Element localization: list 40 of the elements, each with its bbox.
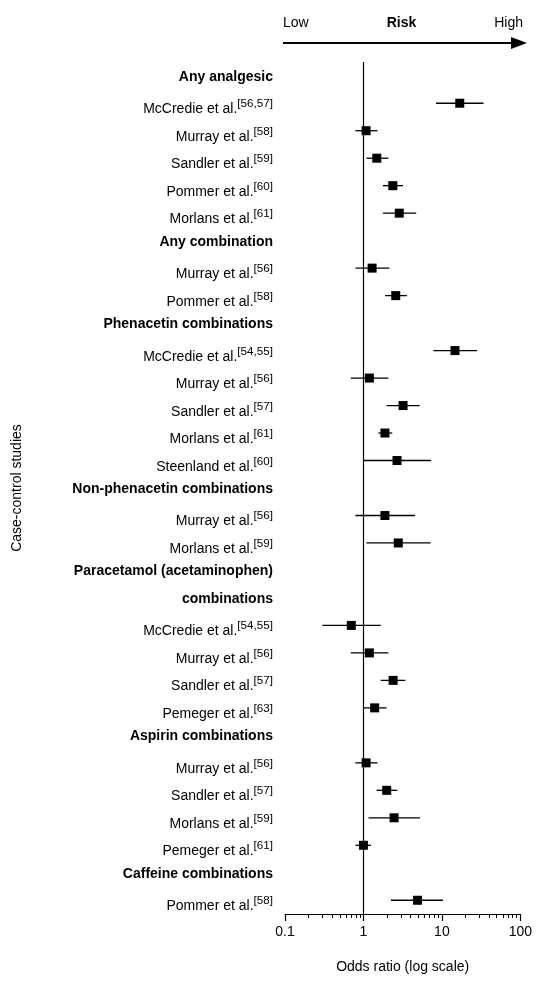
y-tick-label: Any combination bbox=[158, 231, 273, 250]
y-tick-label: Murray et al.$^{[56]}$ bbox=[174, 370, 273, 392]
y-tick-label: Steenland et al.$^{[60]}$ bbox=[155, 452, 273, 475]
y-tick-label: Murray et al.$^{[56]}$ bbox=[174, 260, 273, 282]
x-tick-label: 10 bbox=[434, 923, 450, 939]
y-tick-label: Pommer et al.$^{[60]}$ bbox=[165, 177, 273, 200]
y-tick-label: Morlans et al.$^{[59]}$ bbox=[168, 534, 273, 557]
y-tick-label: Caffeine combinations bbox=[121, 863, 273, 882]
y-tick-label: combinations bbox=[181, 588, 273, 607]
y-tick-label: Pemeger et al.$^{[63]}$ bbox=[161, 699, 273, 722]
y-tick-label: Phenacetin combinations bbox=[102, 314, 273, 333]
y-tick-label: Morlans et al.$^{[61]}$ bbox=[168, 425, 273, 447]
x-tick-label: 100 bbox=[508, 923, 533, 939]
y-tick-label: McCredie et al.$^{[56,57]}$ bbox=[142, 95, 273, 117]
y-tick-label: Paracetamol (acetaminophen) bbox=[72, 561, 273, 580]
y-tick-label: Sandler et al.$^{[57]}$ bbox=[170, 782, 273, 804]
y-tick-label: McCredie et al.$^{[54,55]}$ bbox=[142, 342, 273, 365]
y-axis-title: Case-control studies bbox=[8, 424, 24, 552]
y-tick-label: Morlans et al.$^{[59]}$ bbox=[168, 809, 273, 832]
y-tick-label: McCredie et al.$^{[54,55]}$ bbox=[142, 617, 273, 640]
x-axis-title: Odds ratio (log scale) bbox=[336, 958, 470, 974]
y-tick-label: Murray et al.$^{[56]}$ bbox=[174, 754, 273, 777]
y-tick-label: Morlans et al.$^{[61]}$ bbox=[168, 205, 273, 227]
y-tick-label: Pemeger et al.$^{[61]}$ bbox=[161, 837, 273, 859]
y-tick-label: Any analgesic bbox=[177, 66, 273, 85]
text: Risk bbox=[386, 14, 417, 30]
y-tick-label: Aspirin combinations bbox=[128, 726, 273, 745]
y-tick-label: Murray et al.$^{[58]}$ bbox=[174, 122, 273, 145]
y-tick-label: Pommer et al.$^{[58]}$ bbox=[165, 892, 273, 914]
y-tick-label: Murray et al.$^{[56]}$ bbox=[174, 507, 273, 530]
x-tick-label: 0.1 bbox=[275, 923, 295, 939]
y-tick-label: Sandler et al.$^{[57]}$ bbox=[170, 397, 273, 420]
x-tick-label: 1 bbox=[359, 923, 368, 939]
y-tick-label: Pommer et al.$^{[58]}$ bbox=[165, 287, 273, 310]
text: Low bbox=[283, 14, 309, 30]
text: High bbox=[494, 14, 523, 30]
y-tick-label: Murray et al.$^{[56]}$ bbox=[174, 644, 273, 667]
y-tick-label: Sandler et al.$^{[57]}$ bbox=[170, 672, 273, 695]
y-tick-label: Sandler et al.$^{[59]}$ bbox=[170, 150, 273, 172]
y-tick-label: Non-phenacetin combinations bbox=[71, 479, 273, 497]
